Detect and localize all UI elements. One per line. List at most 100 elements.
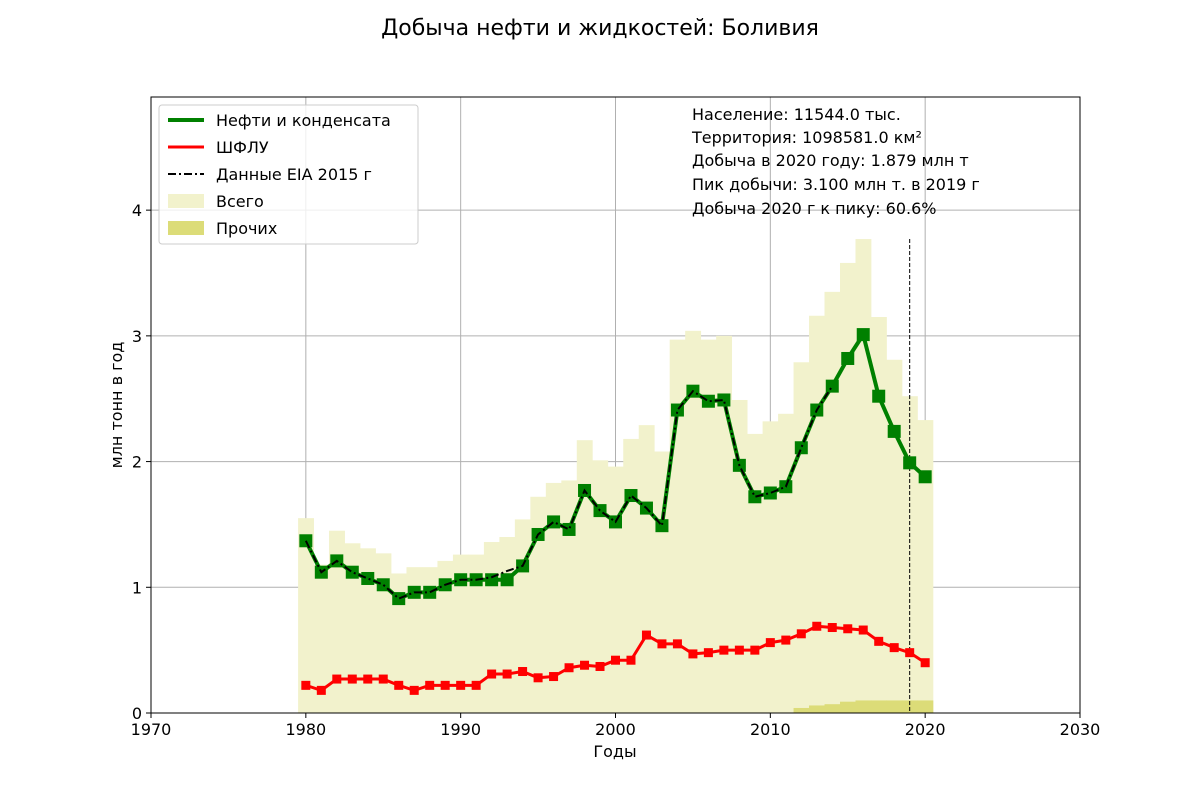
legend-eia-label: Данные EIA 2015 г xyxy=(216,165,372,184)
total-bar xyxy=(530,496,547,713)
ngl-point xyxy=(564,663,574,673)
total-bar xyxy=(840,262,856,713)
ngl-point xyxy=(301,680,311,690)
total-bar xyxy=(747,433,763,713)
oil-point xyxy=(361,571,375,585)
x-axis-label: Годы xyxy=(593,742,636,761)
oil-point xyxy=(562,522,576,536)
legend-other-label: Прочих xyxy=(216,219,277,238)
ngl-point xyxy=(641,630,651,640)
oil-point xyxy=(763,486,777,500)
oil-point xyxy=(903,456,917,470)
x-tick-label: 1970 xyxy=(131,720,172,739)
ngl-point xyxy=(905,648,915,658)
legend-box xyxy=(158,104,419,245)
total-bar xyxy=(685,330,702,713)
ngl-point xyxy=(734,645,744,655)
ngl-point xyxy=(394,680,404,690)
x-tick-label: 1980 xyxy=(285,720,326,739)
ngl-point xyxy=(765,638,775,648)
legend-oil-label: Нефти и конденсата xyxy=(216,111,391,130)
info-ratio: Добыча 2020 г к пику: 60.6% xyxy=(692,199,936,218)
y-tick-label: 3 xyxy=(132,327,142,346)
other-bar xyxy=(824,704,841,713)
total-bar xyxy=(824,291,841,713)
ngl-point xyxy=(843,624,853,634)
ngl-point xyxy=(781,635,791,645)
legend-total-swatch xyxy=(168,194,204,208)
x-tick-label: 1990 xyxy=(440,720,481,739)
total-bar xyxy=(390,573,407,713)
ngl-point xyxy=(518,667,528,677)
total-bar xyxy=(344,543,361,713)
total-bar xyxy=(360,548,376,713)
total-bar xyxy=(313,564,330,713)
ngl-point xyxy=(703,648,713,658)
ngl-point xyxy=(719,645,729,655)
series-lines xyxy=(299,328,932,695)
total-bar xyxy=(576,440,593,713)
ngl-point xyxy=(595,661,605,671)
oil-point xyxy=(841,351,855,365)
total-bar xyxy=(406,567,423,713)
ngl-point xyxy=(425,680,435,690)
total-bar xyxy=(716,335,733,713)
other-bars xyxy=(793,700,934,713)
total-bar xyxy=(545,482,562,713)
total-bar xyxy=(468,554,485,713)
x-tick-label: 2030 xyxy=(1060,720,1101,739)
total-bar xyxy=(437,560,454,713)
total-bar xyxy=(778,413,794,713)
other-bar xyxy=(793,707,810,713)
total-bar xyxy=(607,466,624,713)
total-bar xyxy=(298,518,314,713)
ngl-point xyxy=(657,639,667,649)
x-tick-label: 2020 xyxy=(905,720,946,739)
total-bar xyxy=(669,339,686,713)
oil-point xyxy=(717,393,731,407)
oil-point xyxy=(748,490,762,504)
total-bar xyxy=(514,519,531,713)
total-bar xyxy=(762,421,779,713)
y-tick-label: 2 xyxy=(132,453,142,472)
ngl-point xyxy=(796,629,806,639)
ngl-point xyxy=(502,669,512,679)
other-bar xyxy=(901,700,918,713)
other-bar xyxy=(886,700,903,713)
legend-total-label: Всего xyxy=(216,192,264,211)
ngl-point xyxy=(688,649,698,659)
ngl-point xyxy=(874,636,884,646)
total-bar xyxy=(375,553,392,713)
legend-ngl-label: ШФЛУ xyxy=(216,138,269,157)
oil-point xyxy=(423,585,437,599)
info-peak: Пик добычи: 3.100 млн т. в 2019 г xyxy=(692,175,980,194)
ngl-point xyxy=(332,674,342,684)
total-bar xyxy=(592,460,609,713)
ngl-point xyxy=(316,685,326,695)
total-bar xyxy=(917,420,934,713)
y-axis-label: млн тонн в год xyxy=(107,342,126,469)
total-bar xyxy=(421,567,438,713)
total-bar xyxy=(561,480,578,713)
oil-point xyxy=(825,379,839,393)
oil-point xyxy=(856,328,870,342)
info-territory: Территория: 1098581.0 км² xyxy=(691,128,922,147)
ngl-point xyxy=(889,643,899,653)
info-production-2020: Добыча в 2020 году: 1.879 млн т xyxy=(692,151,969,170)
other-bar xyxy=(855,700,872,713)
total-bar xyxy=(329,530,345,713)
oil-point xyxy=(392,592,406,606)
total-bar xyxy=(452,554,469,713)
y-tick-label: 1 xyxy=(132,578,142,597)
ngl-point xyxy=(456,680,466,690)
ngl-point xyxy=(580,660,590,670)
ngl-point xyxy=(363,674,373,684)
ngl-point xyxy=(533,673,543,683)
total-bar xyxy=(483,542,500,713)
ngl-point xyxy=(409,685,419,695)
total-bar xyxy=(793,362,810,713)
total-bar xyxy=(700,339,717,713)
oil-point xyxy=(794,441,808,455)
chart-title: Добыча нефти и жидкостей: Боливия xyxy=(381,16,819,41)
